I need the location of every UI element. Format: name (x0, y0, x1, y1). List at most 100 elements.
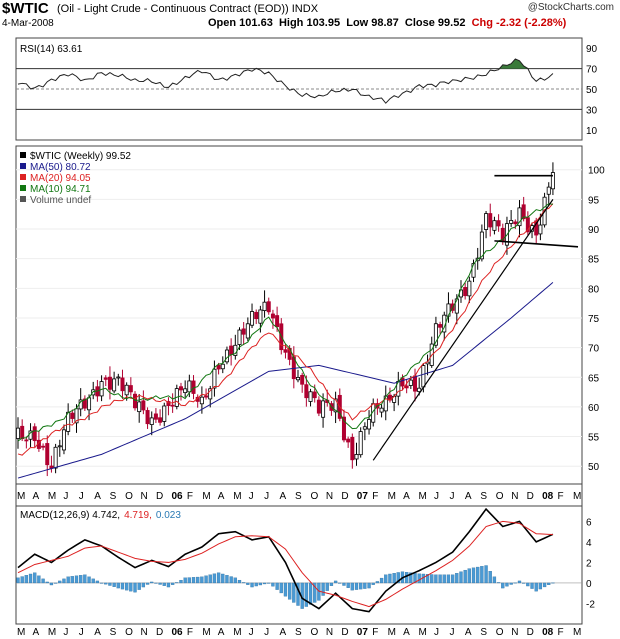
change-value: Chg -2.32 (-2.28%) (471, 17, 567, 29)
candle-body (245, 323, 250, 339)
candle-body (546, 186, 551, 195)
price-xlabel-28: J (449, 491, 454, 502)
macd-hist-bar (254, 582, 258, 587)
candle-body (275, 315, 280, 328)
price-xlabel-23: F (372, 491, 378, 502)
macd-hist-bar (517, 580, 522, 584)
macd-hist-bar (471, 567, 476, 584)
price-xlabel-15: J (249, 491, 254, 502)
candle-body (32, 426, 37, 442)
macd-hist-bar (87, 576, 91, 584)
macd-xlabel-26: M (419, 627, 427, 638)
macd-hist-bar (133, 582, 137, 593)
macd-xlabel-0: M (17, 627, 25, 638)
volume-legend-swatch (20, 196, 26, 202)
ma20-legend: MA(20) 94.05 (30, 173, 91, 184)
candle-body (158, 417, 163, 423)
macd-hist-bar (547, 582, 551, 585)
price-xlabel-12: M (202, 491, 210, 502)
macd-hist-bar (283, 582, 288, 597)
macd-hist-bar (204, 575, 208, 584)
macd-hist-bar (405, 572, 409, 584)
candle-body (400, 377, 405, 387)
macd-hist-bar (166, 582, 171, 588)
close-value: Close 99.52 (404, 17, 466, 29)
macd-hist-bar (250, 582, 254, 588)
price-xlabel-19: O (310, 491, 318, 502)
macd-xlabel-36: M (573, 627, 581, 638)
candle-body (513, 221, 518, 225)
macd-hist-bar (538, 582, 543, 590)
candle-body (15, 427, 20, 439)
candle-body (199, 396, 204, 405)
price-tick-50: 50 (588, 462, 600, 473)
macd-hist-bar (488, 571, 492, 584)
candle-body (87, 397, 92, 411)
macd-hist-bar (350, 582, 354, 591)
open-value: Open 101.63 (208, 17, 273, 29)
price-xlabel-18: S (295, 491, 302, 502)
macd-hist-bar (175, 582, 179, 584)
price-xlabel-32: N (511, 491, 518, 502)
price-xlabel-25: A (403, 491, 410, 502)
macd-xlabel-3: J (63, 627, 68, 638)
macd-hist-bar (384, 574, 388, 584)
candle-body (137, 401, 142, 413)
candle-body (383, 395, 388, 412)
price-xlabel-8: N (141, 491, 148, 502)
macd-hist-bar (442, 574, 446, 584)
candle-body (120, 377, 125, 392)
candle-body (488, 213, 493, 228)
candle-body (241, 328, 246, 335)
chart-header: $WTIC (Oil - Light Crude - Continuous Co… (0, 0, 620, 30)
macd-hist-bar (267, 582, 271, 584)
macd-hist-bar (229, 576, 233, 584)
macd-hist-bar (363, 582, 367, 589)
macd-xlabel-14: M (233, 627, 241, 638)
price-xlabel-1: A (32, 491, 39, 502)
macd-hist-bar (287, 582, 292, 600)
macd-hist-bar (62, 578, 66, 584)
price-panel (15, 145, 583, 485)
macd-hist-bar (333, 580, 338, 584)
candle-body (346, 438, 351, 443)
price-xlabel-31: O (496, 491, 504, 502)
macd-hist-bar (79, 575, 83, 584)
macd-hist-bar (45, 581, 49, 584)
macd-hist-bar (325, 582, 329, 591)
macd-xlabel-18: S (295, 627, 302, 638)
macd-hist-bar (83, 574, 87, 584)
macd-hist-bar (120, 582, 125, 590)
candle-body (41, 445, 46, 448)
price-xlabel-2: M (48, 491, 56, 502)
macd-hist-bar (37, 575, 41, 584)
macd-tick-0: 0 (586, 579, 592, 590)
volume-legend: Volume undef (30, 195, 91, 206)
macd-hist-bar (492, 576, 497, 584)
macd-xlabel-23: F (372, 627, 378, 638)
macd-hist-bar (74, 575, 79, 584)
macd-hist-bar (271, 582, 275, 587)
macd-hist-bar (434, 574, 438, 584)
trendline-3 (494, 240, 579, 248)
macd-hist-bar (242, 582, 246, 584)
candle-body (283, 349, 288, 353)
macd-tick-4: 4 (586, 538, 592, 549)
price-xaxis-band (15, 483, 583, 507)
macd-hist-bar (196, 576, 200, 584)
macd-hist-bar (58, 580, 62, 584)
macd-hist-bar (534, 582, 538, 592)
price-xlabel-21: D (341, 491, 348, 502)
macd-hist-bar (200, 576, 204, 584)
macd-hist-bar (104, 582, 108, 585)
price-tick-90: 90 (588, 225, 600, 236)
candle-body (258, 309, 263, 324)
price-xlabel-33: D (527, 491, 534, 502)
macd-hist-bar (95, 580, 100, 584)
price-xlabel-14: M (233, 491, 241, 502)
price-xlabel-27: J (434, 491, 439, 502)
macd-hist-bar (150, 581, 154, 584)
ma50-legend-swatch (20, 163, 26, 169)
price-tick-65: 65 (588, 373, 600, 384)
macd-hist-bar (216, 572, 221, 584)
